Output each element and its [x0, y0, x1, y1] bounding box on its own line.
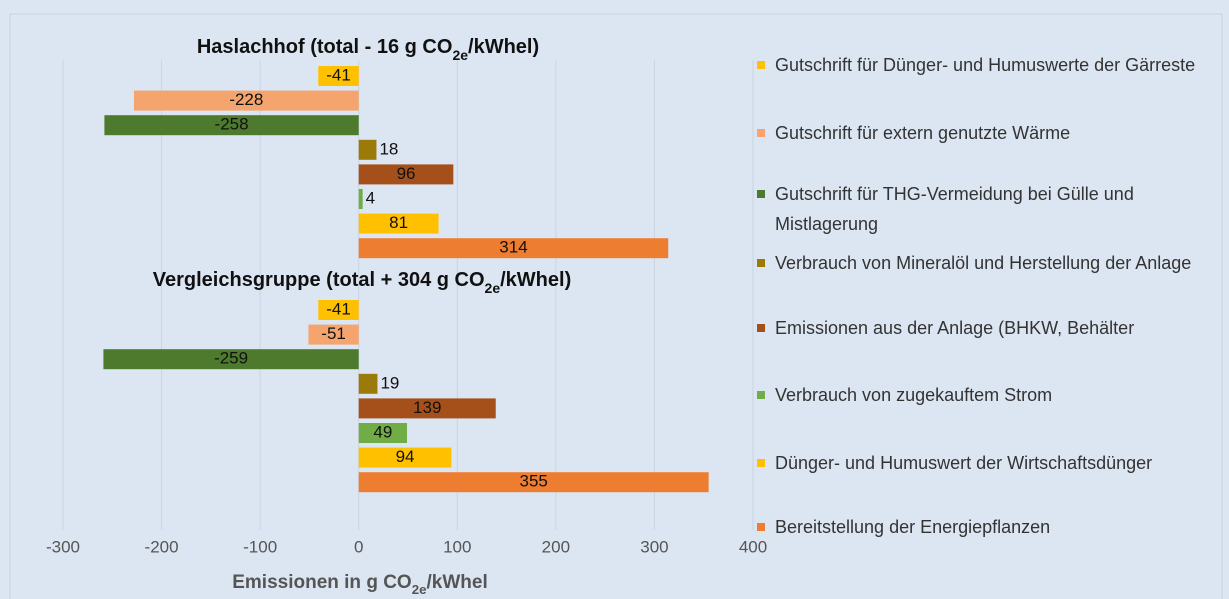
legend-item: Gutschrift für Dünger- und Humuswerte de… [757, 50, 1197, 80]
data-label: 94 [396, 447, 415, 466]
bar [358, 164, 454, 185]
legend-label: Dünger- und Humuswert der Wirtschaftsdün… [775, 453, 1153, 473]
data-label: 139 [413, 398, 441, 417]
legend-label: Emissionen aus der Anlage (BHKW, Behälte… [775, 318, 1135, 338]
legend-label: Gutschrift für extern genutzte Wärme [775, 123, 1071, 143]
data-label: -259 [214, 349, 248, 368]
bar [358, 423, 408, 443]
data-label: -228 [229, 90, 263, 109]
legend-marker [757, 391, 765, 399]
legend-item: Verbrauch von Mineralöl und Herstellung … [757, 248, 1197, 278]
data-label: 4 [366, 188, 375, 207]
x-tick-label: -300 [46, 537, 80, 556]
legend-label: Verbrauch von Mineralöl und Herstellung … [775, 253, 1192, 273]
group-title-part: /kWhel) [468, 36, 539, 58]
data-label: 355 [519, 472, 547, 491]
bar [318, 300, 359, 320]
x-tick-label: 0 [354, 537, 363, 556]
legend-item: Emissionen aus der Anlage (BHKW, Behälte… [757, 313, 1197, 343]
x-axis-label-sub: 2e [412, 582, 427, 597]
bar [103, 349, 359, 370]
bar [358, 472, 709, 493]
group-title-sub: 2e [452, 47, 468, 63]
bar [358, 238, 669, 259]
legend-item: Bereitstellung der Energiepflanzen [757, 512, 1197, 542]
x-axis-label-part: Emissionen in g CO [232, 572, 411, 593]
x-tick-label: 400 [739, 537, 767, 556]
legend-label: Verbrauch von zugekauftem Strom [775, 385, 1053, 405]
group-title: Vergleichsgruppe (total + 304 g CO2e/kWh… [153, 269, 571, 295]
group-title: Haslachhof (total - 16 g CO2e/kWhel) [197, 36, 539, 62]
legend-marker [757, 459, 765, 467]
x-axis-label: Emissionen in g CO2e/kWhel [232, 572, 488, 597]
frame [9, 13, 1223, 599]
legend-label: Gutschrift für THG-Vermeidung bei Gülle … [775, 184, 1134, 234]
bar [104, 115, 359, 136]
legend-marker [757, 61, 765, 69]
bar [133, 90, 359, 111]
data-label: 18 [379, 139, 398, 158]
group-title-sub: 2e [485, 280, 501, 296]
legend-label: Gutschrift für Dünger- und Humuswerte de… [775, 55, 1196, 75]
data-label: -41 [326, 299, 351, 318]
bar [358, 398, 496, 419]
bar [358, 189, 363, 209]
x-tick-label: 300 [640, 537, 668, 556]
legend-marker [757, 523, 765, 531]
x-tick-label: -200 [145, 537, 179, 556]
legend-marker [757, 259, 765, 267]
legend-item: Dünger- und Humuswert der Wirtschaftsdün… [757, 448, 1197, 478]
x-tick-label: 100 [443, 537, 471, 556]
x-tick-label: 200 [542, 537, 570, 556]
data-label: 96 [397, 164, 416, 183]
legend-item: Gutschrift für extern genutzte Wärme [757, 118, 1197, 148]
x-axis-label-part: /kWhel [427, 572, 488, 593]
group-title-part: Haslachhof (total - 16 g CO [197, 36, 453, 58]
legend-item: Gutschrift für THG-Vermeidung bei Gülle … [757, 179, 1197, 239]
data-label: -51 [321, 324, 346, 343]
legend-item: Verbrauch von zugekauftem Strom [757, 380, 1197, 410]
data-label: 49 [373, 422, 392, 441]
legend-marker [757, 129, 765, 137]
bar [358, 139, 377, 160]
bar [358, 213, 439, 234]
legend-label: Bereitstellung der Energiepflanzen [775, 517, 1051, 537]
bar [358, 447, 452, 468]
legend-marker [757, 324, 765, 332]
data-label: 314 [499, 238, 527, 257]
x-tick-label: -100 [243, 537, 277, 556]
data-label: -258 [215, 115, 249, 134]
data-label: 19 [380, 373, 399, 392]
data-label: -41 [326, 65, 351, 84]
bar [318, 66, 359, 86]
group-title-part: Vergleichsgruppe (total + 304 g CO [153, 269, 485, 291]
bar [358, 373, 378, 394]
data-label: 81 [389, 213, 408, 232]
bar [308, 324, 359, 345]
legend-marker [757, 190, 765, 198]
group-title-part: /kWhel) [500, 269, 571, 291]
